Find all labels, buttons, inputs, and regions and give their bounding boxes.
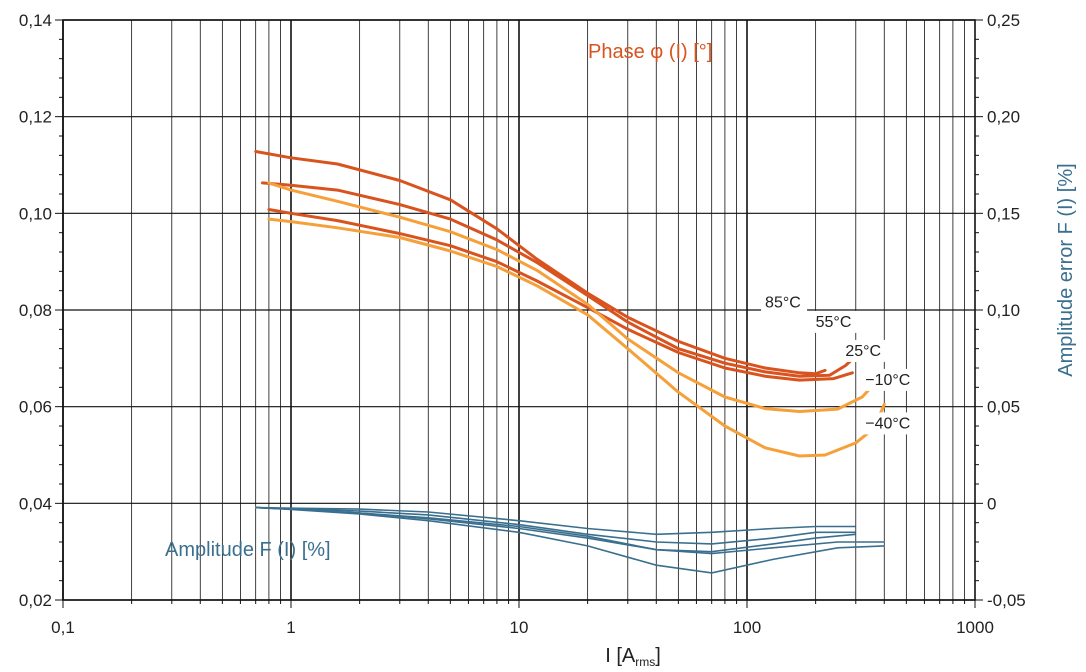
- y-right-tick-label: 0: [987, 494, 996, 513]
- y-left-tick-label: 0,08: [19, 301, 52, 320]
- y-left-tick-label: 0,14: [19, 11, 52, 30]
- phase-series-4: [267, 181, 881, 413]
- x-tick-label: 10: [510, 618, 529, 637]
- y-right-tick-label: 0,15: [987, 204, 1020, 223]
- x-tick-labels: 0,1 1 10 100 1000: [51, 618, 994, 637]
- phase-series-5: [267, 217, 886, 458]
- temperature-label: 25°C: [841, 339, 888, 362]
- right-axis-title: Amplitude error F (I) [%]: [1055, 163, 1077, 376]
- phase-series-1: [254, 150, 827, 376]
- x-tick-label: 1000: [956, 618, 994, 637]
- x-axis-title-main: I [A: [605, 645, 636, 667]
- temperature-label: 85°C: [761, 291, 808, 314]
- grid: [62, 19, 975, 601]
- annotations: 85°C 55°C 25°C −10°C −40°C: [761, 291, 917, 435]
- amplitude-series-2: [255, 506, 856, 545]
- amplitude-series-1: [255, 506, 856, 536]
- amplitude-series-4: [255, 506, 885, 555]
- x-tick-label: 1: [286, 618, 295, 637]
- series-group: [254, 150, 886, 574]
- phase-series-3: [267, 208, 854, 382]
- temperature-label-bg: [761, 291, 808, 314]
- y-left-tick-labels: 0,02 0,04 0,06 0,08 0,10 0,12 0,14: [19, 11, 52, 610]
- x-axis-title-end: ]: [655, 645, 661, 667]
- temperature-label-text: −40°C: [865, 415, 910, 432]
- y-left-tick-label: 0,10: [19, 204, 52, 223]
- amplitude-series-5: [255, 506, 885, 574]
- tick-marks: [55, 19, 983, 608]
- y-right-tick-label: 0,10: [987, 301, 1020, 320]
- x-axis-title: I [Arms]: [605, 645, 661, 669]
- temperature-label-bg: [841, 339, 888, 362]
- temperature-label-bg: [861, 368, 917, 391]
- x-axis-title-sub: rms: [635, 655, 655, 669]
- y-left-tick-label: 0,12: [19, 108, 52, 127]
- temperature-label-bg: [811, 310, 858, 333]
- y-right-tick-label: 0,05: [987, 398, 1020, 417]
- y-left-tick-label: 0,04: [19, 494, 52, 513]
- temperature-label-text: 25°C: [845, 343, 881, 360]
- temperature-label-bg: [861, 412, 917, 435]
- y-right-tick-label: -0,05: [987, 591, 1026, 610]
- phase-annotation: Phase φ (I) [°]: [588, 41, 712, 63]
- temperature-label: −40°C: [861, 412, 917, 435]
- temperature-label: −10°C: [861, 368, 917, 391]
- y-right-tick-labels: -0,05 0 0,05 0,10 0,15 0,20 0,25: [987, 11, 1026, 610]
- temperature-label: 55°C: [811, 310, 858, 333]
- amplitude-annotation: Amplitude F (I) [%]: [165, 539, 331, 561]
- temperature-label-text: 55°C: [816, 314, 852, 331]
- phase-series-2: [261, 181, 854, 378]
- x-tick-label: 0,1: [51, 618, 75, 637]
- temperature-label-text: 85°C: [765, 295, 801, 312]
- y-left-tick-label: 0,02: [19, 591, 52, 610]
- x-tick-label: 100: [733, 618, 761, 637]
- y-left-tick-label: 0,06: [19, 398, 52, 417]
- y-right-tick-label: 0,20: [987, 108, 1020, 127]
- y-right-tick-label: 0,25: [987, 11, 1020, 30]
- temperature-label-text: −10°C: [865, 372, 910, 389]
